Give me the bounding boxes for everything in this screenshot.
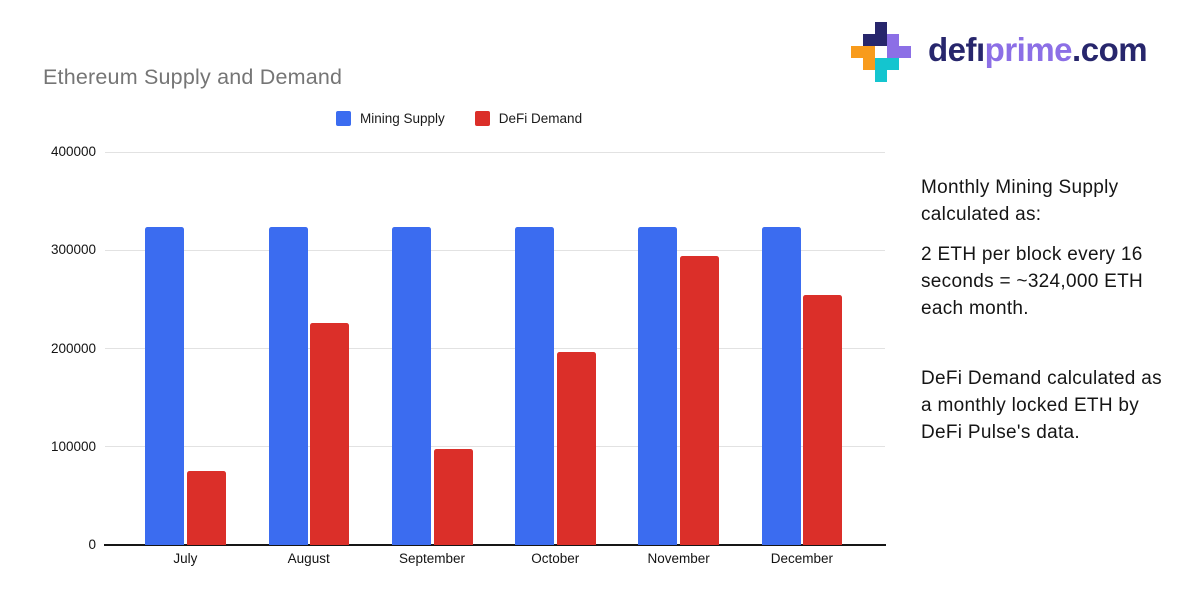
gridline-200000 (105, 348, 885, 349)
x-tick-label-november: November (647, 551, 710, 566)
x-axis-line (104, 544, 886, 546)
bar-defi-demand-november[interactable] (680, 256, 720, 545)
defiprime-wordmark[interactable]: defıprime.com (928, 31, 1148, 69)
x-tick-label-july: July (173, 551, 198, 566)
bar-mining-supply-august[interactable] (268, 226, 308, 545)
bar-mining-supply-december[interactable] (761, 226, 801, 545)
bar-defi-demand-september[interactable] (433, 448, 473, 545)
wordmark-defi: defı (928, 31, 985, 68)
note-mining-supply-heading: Monthly Mining Supply calculated as: (921, 177, 1119, 225)
wordmark-prime: prime (984, 31, 1073, 68)
chart-title: Ethereum Supply and Demand (43, 65, 343, 89)
x-tick-label-december: December (770, 551, 834, 566)
x-tick-label-october: October (531, 551, 580, 566)
notes-panel: Monthly Mining Supply calculated as: 2 E… (921, 174, 1175, 459)
defiprime-logo[interactable] (851, 22, 911, 82)
legend-swatch-defi-demand (474, 111, 490, 126)
bar-mining-supply-october[interactable] (515, 226, 555, 545)
y-tick-label-200000: 200000 (50, 340, 96, 356)
legend-swatch-mining-supply (336, 111, 351, 126)
wordmark-tld: .com (1072, 31, 1148, 68)
legend-item-mining-supply: Mining Supply (336, 111, 445, 126)
bar-defi-demand-december[interactable] (803, 295, 843, 545)
x-tick-label-september: September (398, 551, 466, 566)
legend-label-defi-demand: DeFi Demand (498, 111, 583, 126)
bar-mining-supply-november[interactable] (638, 226, 678, 545)
gridline-100000 (105, 446, 885, 448)
y-tick-label-400000: 400000 (50, 144, 96, 159)
gridline-300000 (105, 249, 885, 251)
legend-item-defi-demand: DeFi Demand (474, 111, 583, 126)
bar-defi-demand-october[interactable] (556, 352, 596, 545)
chart-legend: Mining Supply DeFi Demand (336, 111, 582, 126)
gridline-400000 (105, 151, 885, 153)
defiprime-logo-mark (851, 22, 911, 82)
y-tick-label-0: 0 (88, 537, 96, 552)
note-defi-demand: DeFi Demand calculated as a monthly lock… (921, 368, 1162, 443)
bar-defi-demand-august[interactable] (310, 322, 350, 545)
bar-defi-demand-july[interactable] (186, 471, 226, 545)
legend-label-mining-supply: Mining Supply (360, 111, 445, 126)
x-tick-label-august: August (287, 551, 330, 566)
bar-mining-supply-september[interactable] (391, 226, 431, 545)
y-tick-label-100000: 100000 (50, 438, 96, 454)
note-mining-supply-body: 2 ETH per block every 16 seconds = ~324,… (921, 244, 1144, 319)
bar-mining-supply-july[interactable] (145, 226, 185, 545)
y-tick-label-300000: 300000 (50, 242, 96, 258)
